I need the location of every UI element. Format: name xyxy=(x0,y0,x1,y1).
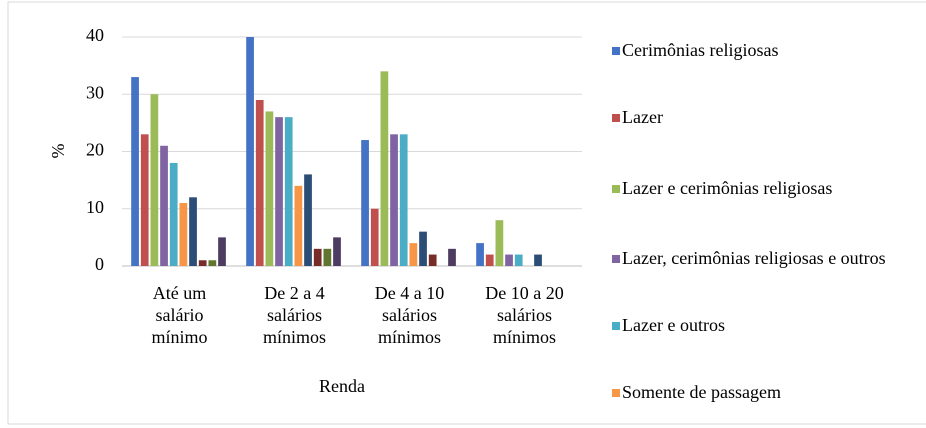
y-tick-label: 0 xyxy=(95,254,104,274)
y-axis-label: % xyxy=(48,144,68,159)
y-tick-label: 10 xyxy=(86,197,104,217)
bar xyxy=(179,203,188,266)
bar xyxy=(160,145,168,266)
x-tick-label: De 2 a 4 salários mínimos xyxy=(262,283,326,347)
y-tick-label: 30 xyxy=(86,82,104,102)
legend-entry: Somente de passagem xyxy=(612,379,912,405)
bar xyxy=(208,260,217,266)
legend-label: Lazer xyxy=(622,107,663,127)
chart-border xyxy=(7,1,926,425)
bar xyxy=(255,99,264,266)
legend-label: Lazer e cerimônias religiosas xyxy=(622,178,833,198)
legend-label: Somente de passagem xyxy=(622,382,781,402)
bar xyxy=(131,77,139,266)
bar xyxy=(284,117,293,267)
legend-entry: Lazer xyxy=(612,104,912,130)
legend-label: Cerimônias religiosas xyxy=(622,40,779,60)
bar xyxy=(218,237,226,266)
bar xyxy=(448,248,456,266)
bar xyxy=(265,111,274,266)
bar xyxy=(399,134,408,266)
bar xyxy=(304,174,312,266)
bar xyxy=(361,140,369,266)
x-tick-label: De 4 a 10 salários mínimos xyxy=(374,283,445,347)
legend-swatch xyxy=(612,185,620,193)
legend-swatch xyxy=(612,389,620,397)
bar xyxy=(370,208,379,266)
legend-label: Lazer, cerimônias religiosas e outros xyxy=(622,248,886,268)
x-axis-label: Renda xyxy=(319,376,365,396)
y-tick-label: 20 xyxy=(86,140,104,160)
bar xyxy=(428,254,437,266)
legend-entry: Lazer e cerimônias religiosas xyxy=(612,175,912,201)
bar xyxy=(169,162,178,266)
bar xyxy=(323,248,332,266)
legend-entry: Cerimônias religiosas xyxy=(612,37,912,63)
legend-swatch xyxy=(612,255,620,263)
bar xyxy=(275,117,283,267)
legend-entry: Lazer e outros xyxy=(612,312,912,338)
y-tick-label: 40 xyxy=(86,25,104,45)
bar xyxy=(409,243,418,266)
legend-swatch xyxy=(612,47,620,55)
legend-swatch xyxy=(612,322,620,330)
bar xyxy=(390,134,398,266)
bar xyxy=(514,254,523,266)
bar xyxy=(140,134,149,266)
bar xyxy=(246,37,254,266)
bar xyxy=(534,254,542,266)
bar xyxy=(476,243,484,266)
bar xyxy=(198,260,207,266)
bar xyxy=(189,197,197,266)
bar xyxy=(495,220,504,266)
bar xyxy=(380,71,389,266)
bar xyxy=(150,94,159,266)
bar xyxy=(313,248,322,266)
bar xyxy=(294,185,303,266)
legend-swatch xyxy=(612,114,620,122)
legend-entry: Lazer, cerimônias religiosas e outros xyxy=(612,245,912,271)
bar xyxy=(333,237,341,266)
bar xyxy=(505,254,513,266)
legend-label: Lazer e outros xyxy=(622,315,725,335)
x-tick-label: Até um salário mínimo xyxy=(151,283,208,347)
x-tick-label: De 10 a 20 salários mínimos xyxy=(485,283,564,347)
bar xyxy=(485,254,494,266)
bar xyxy=(419,231,427,266)
